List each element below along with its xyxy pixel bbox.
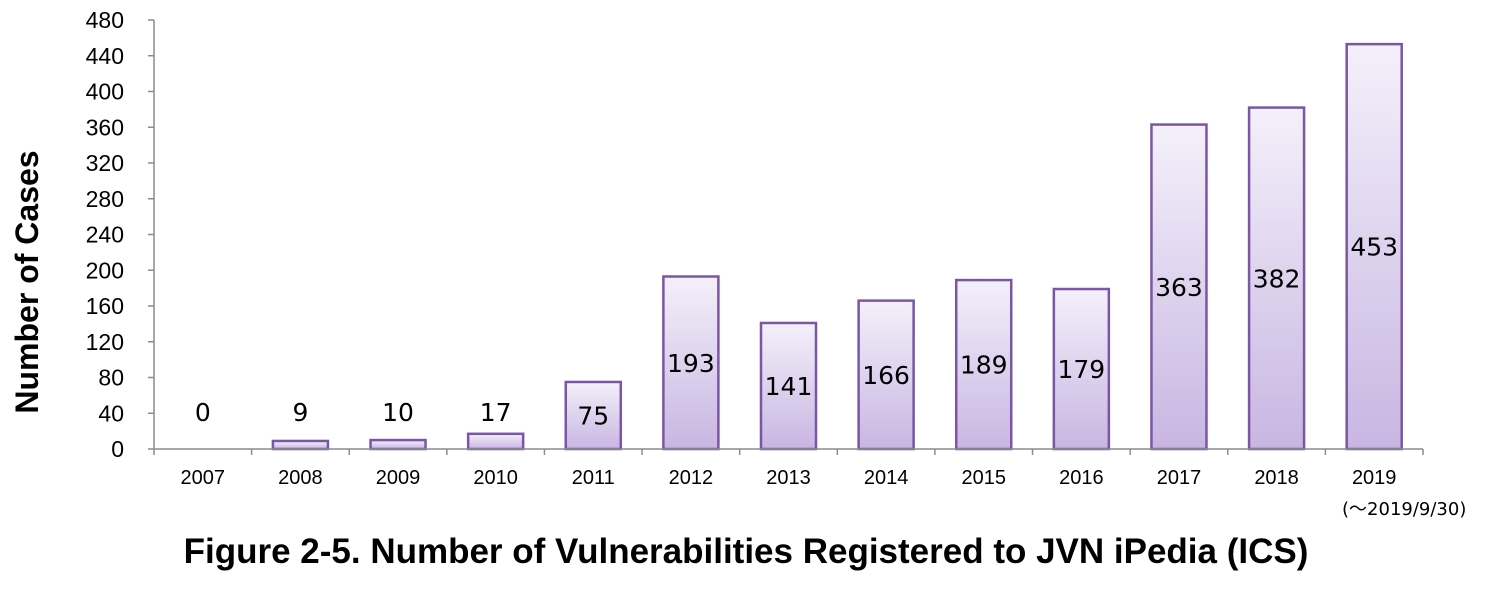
bar-2013 xyxy=(759,321,818,451)
y-tick-label: 160 xyxy=(86,293,124,319)
y-axis-label: Number of Cases xyxy=(9,150,45,413)
y-tick-label: 280 xyxy=(86,186,124,212)
value-label-2017: 363 xyxy=(1155,273,1203,302)
value-label-2009: 10 xyxy=(382,398,414,427)
x-tick-label-2010: 2010 xyxy=(473,467,518,489)
x-tick-label-2016: 2016 xyxy=(1059,467,1104,489)
x-tick-label-2009: 2009 xyxy=(376,467,421,489)
y-tick-label: 480 xyxy=(86,7,124,33)
y-tick-label: 360 xyxy=(86,114,124,140)
bar-2015 xyxy=(954,278,1013,451)
x-tick-label-2011: 2011 xyxy=(572,467,615,489)
value-label-2007: 0 xyxy=(195,398,211,427)
value-label-2014: 166 xyxy=(862,361,910,390)
y-tick-label: 0 xyxy=(111,436,124,462)
value-label-2019: 453 xyxy=(1350,233,1398,262)
value-label-2015: 189 xyxy=(960,351,1008,380)
y-tick-label: 240 xyxy=(86,222,124,248)
bar-2008 xyxy=(271,439,330,451)
value-label-2012: 193 xyxy=(667,349,715,378)
bar-2018 xyxy=(1247,106,1306,451)
value-label-2013: 141 xyxy=(765,372,813,401)
bar-2011 xyxy=(564,380,623,451)
bar-2017 xyxy=(1150,123,1208,451)
y-tick-label: 440 xyxy=(86,43,124,69)
bar-chart: Number of Cases 0 40 80 120 160 200 240 280 320 3… xyxy=(9,7,1466,520)
value-label-2018: 382 xyxy=(1253,264,1301,293)
x-tick-label-2019: 2019 xyxy=(1352,467,1397,489)
x-tick-label-2013: 2013 xyxy=(766,467,811,489)
value-label-2008: 9 xyxy=(292,398,308,427)
y-tick-label: 200 xyxy=(86,257,124,283)
x-tick-label-2017: 2017 xyxy=(1157,467,1202,489)
bar-2019 xyxy=(1345,42,1403,451)
x-tick-label-2008: 2008 xyxy=(278,467,323,489)
value-label-2016: 179 xyxy=(1057,355,1105,384)
y-tick-label: 320 xyxy=(86,150,124,176)
value-label-2010: 17 xyxy=(480,398,512,427)
x-tick-label-2014: 2014 xyxy=(864,467,909,489)
x-tick-label-2007: 2007 xyxy=(181,467,226,489)
y-tick-label: 400 xyxy=(86,79,124,105)
y-tick-label: 80 xyxy=(98,365,124,391)
y-tick-label: 40 xyxy=(98,400,124,426)
value-label-2011: 75 xyxy=(577,401,609,430)
bar-2010 xyxy=(466,432,525,451)
x-tick-label-2018: 2018 xyxy=(1254,467,1299,489)
y-tick-label: 120 xyxy=(86,329,124,355)
figure-caption: Figure 2-5. Number of Vulnerabilities Re… xyxy=(183,532,1309,571)
x-tick-label-2012: 2012 xyxy=(669,467,714,489)
x-tick-sublabel-2019: (〜2019/9/30) xyxy=(1342,499,1466,520)
x-tick-label-2015: 2015 xyxy=(961,467,1006,489)
bar-2009 xyxy=(369,438,427,451)
